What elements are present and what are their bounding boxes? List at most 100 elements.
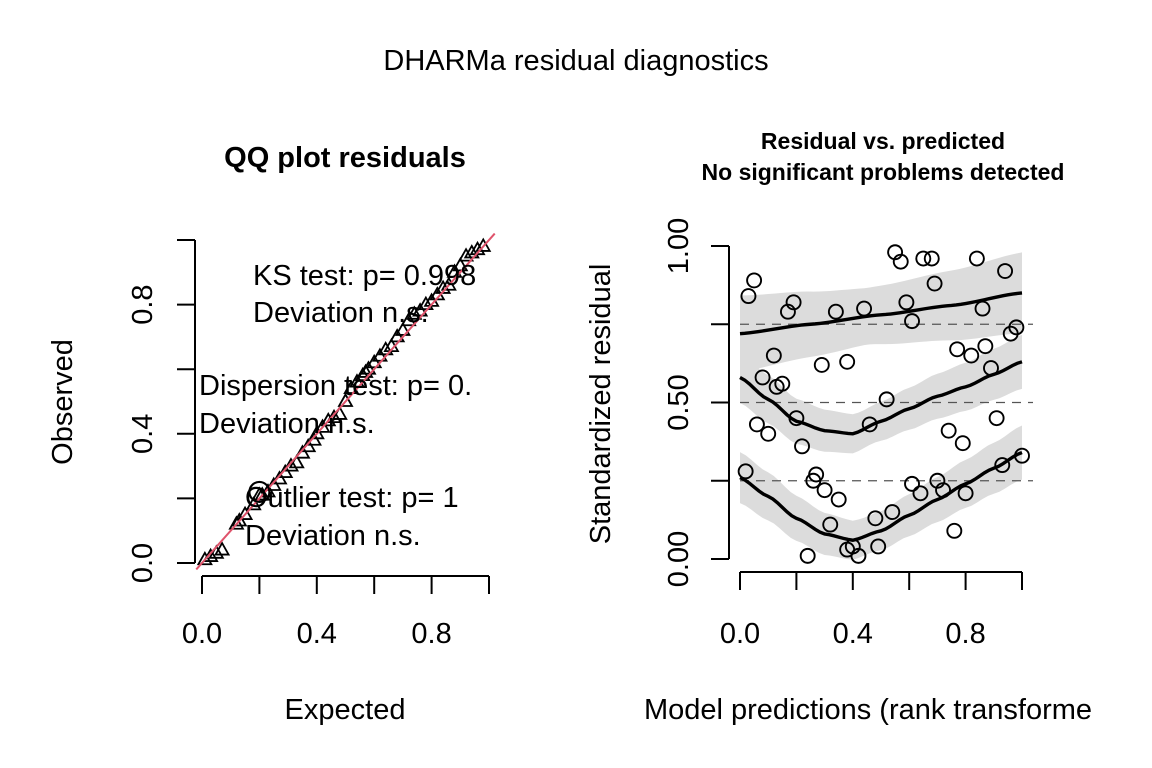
residual-point [892,253,909,270]
residual-point [816,482,833,499]
qq-point [320,412,337,427]
residual-point [765,347,782,364]
qq-point [331,405,348,420]
quantile-curve [739,451,1023,542]
quantile-curve [739,360,1023,436]
qq-point [357,363,374,378]
residual-point [870,538,887,555]
residual-point [926,275,943,292]
quantile-curve [739,291,1023,336]
qq-x-tick-label: 0.0 [182,618,222,650]
residual-ylabel: Standardized residual [585,264,617,545]
residual-point [774,375,791,392]
residual-point [878,391,895,408]
residual-point [808,466,825,483]
residual-point [1014,447,1030,464]
residual-point [983,360,999,377]
qq-ylabel: Observed [47,339,79,465]
qq-plot: QQ plot residuals 0.0 0.4 0.8 0.0 0.4 0.8 KS … [47,142,496,726]
qq-outlier-marker [248,480,271,504]
residual-y-tick-label: 1.00 [663,218,695,274]
qq-point [237,505,254,520]
residual-point [1008,319,1025,336]
residual-point [994,457,1011,474]
qq-point [288,454,305,469]
residual-point [839,353,856,370]
residual-points [737,244,1030,564]
qq-point [406,305,423,320]
residual-point [974,300,991,317]
reference-lines [740,323,1033,482]
qq-point [196,550,213,566]
outlier-deviation-label: Deviation n.s. [245,520,421,552]
residual-point [904,313,920,330]
residual-x-tick-label: 0.4 [833,618,873,650]
residual-point [997,263,1014,279]
residual-point [884,504,901,520]
qq-reference-line [195,232,496,571]
qq-point [228,515,245,530]
qq-title: QQ plot residuals [224,142,466,174]
qq-y-tick-label: 0.8 [127,284,159,324]
figure-title: DHARMa residual diagnostics [383,45,768,77]
confidence-band [740,252,1022,372]
residual-point [977,338,994,355]
residual-point [754,369,771,386]
qq-point [440,276,457,291]
qq-point [417,295,434,311]
residual-point [788,410,805,427]
qq-point [254,486,271,501]
qq-y-tick-label: 0.4 [127,414,159,454]
quantile-curves [739,291,1023,542]
residual-point [912,485,929,502]
outlier-test-label: Outlier test: p= 1 [245,482,459,514]
qq-point [463,244,480,259]
residual-point [813,356,830,373]
residual-point [830,491,847,508]
residual-point [785,294,802,311]
qq-point [214,541,231,556]
residual-point [957,485,974,502]
qq-y-tick-label: 0.0 [127,543,159,583]
qq-annotations: KS test: p= 0.998 Deviation n.s. Dispers… [199,260,476,552]
qq-point [202,547,219,562]
residual-point [856,300,873,317]
residual-point [799,547,816,564]
qq-point [325,408,343,424]
residual-point [954,435,971,452]
residual-point [737,463,754,480]
residual-point [861,416,878,433]
residual-point [940,422,957,439]
residual-point [915,250,932,267]
ks-deviation-label: Deviation n.s. [253,297,429,329]
residual-subtitle: No significant problems detected [702,159,1065,185]
qq-point [282,457,300,472]
qq-point [377,340,394,356]
qq-point [208,544,225,559]
qq-point [245,496,262,511]
qq-x-tick-label: 0.8 [411,618,451,650]
residual-point [746,272,763,289]
residual-point [822,516,839,533]
residual-point [827,303,844,320]
qq-xlabel: Expected [285,694,406,726]
residual-point [949,341,966,358]
residual-y-tick-label: 0.50 [663,374,695,430]
qq-point [475,237,492,252]
residual-point [968,250,985,267]
residual-point [740,288,757,305]
qq-point [394,321,411,336]
residual-point [963,347,980,364]
residual-title: Residual vs. predicted [761,128,1005,154]
residual-axes: 0.00 0.50 1.00 0.0 0.4 0.8 [663,218,1023,650]
qq-point [457,247,475,262]
residual-y-tick-label: 0.00 [663,531,695,587]
residual-point [946,522,963,539]
residual-point [850,547,867,564]
residual-point [867,510,884,527]
residual-point [748,416,765,433]
residual-point [760,425,777,442]
residual-xlabel: Model predictions (rank transforme [644,694,1092,726]
residual-point [923,250,940,267]
qq-point [337,392,354,407]
